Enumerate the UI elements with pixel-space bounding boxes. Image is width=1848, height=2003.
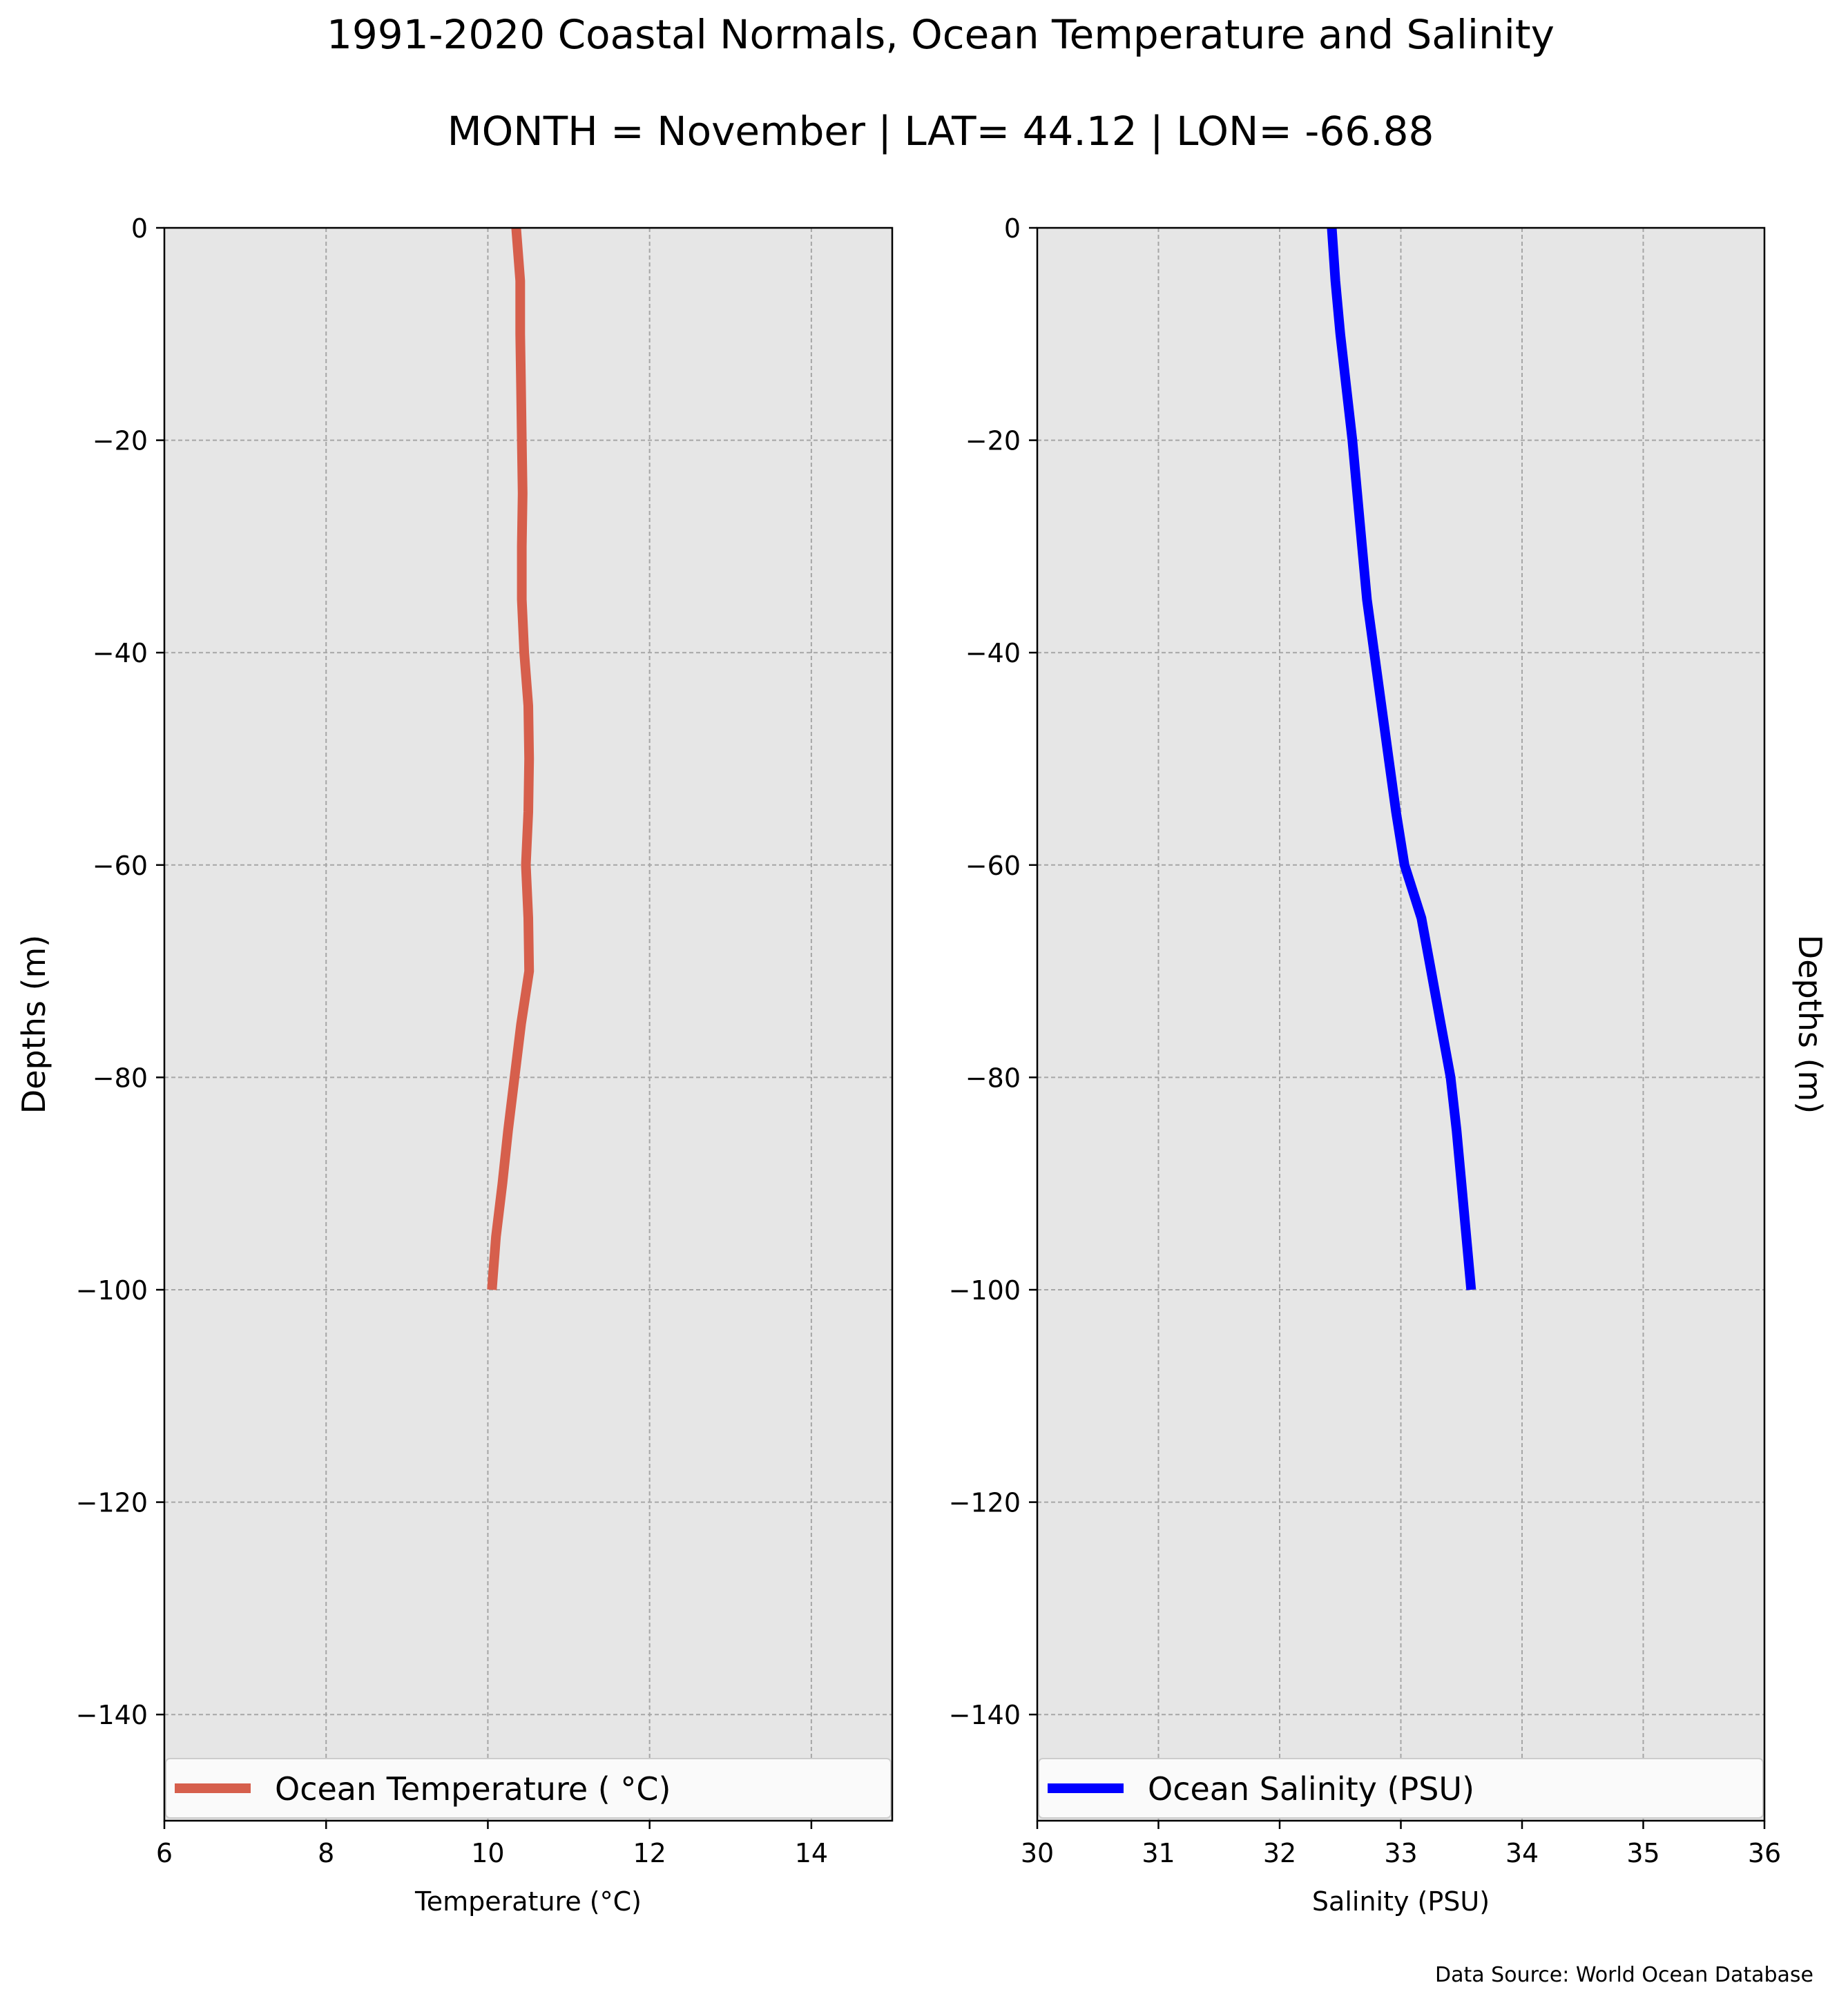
salinity-y-tick-label: −100 xyxy=(949,1275,1021,1306)
salinity-x-tick-label: 36 xyxy=(1748,1838,1781,1868)
temperature-y-tick-label: −80 xyxy=(93,1063,148,1093)
chart-subtitle: MONTH = November | LAT= 44.12 | LON= -66… xyxy=(447,108,1434,155)
temperature-x-axis-label: Temperature (°C) xyxy=(414,1886,642,1917)
salinity-x-tick-label: 30 xyxy=(1021,1838,1054,1868)
salinity-y-tick-label: −60 xyxy=(965,851,1021,881)
temperature-y-tick-label: −60 xyxy=(93,851,148,881)
temperature-x-tick-label: 10 xyxy=(471,1838,504,1868)
chart-title: 1991-2020 Coastal Normals, Ocean Tempera… xyxy=(327,11,1555,58)
temperature-y-tick-label: −100 xyxy=(76,1275,148,1306)
salinity-y-tick-label: −140 xyxy=(949,1700,1021,1730)
salinity-y-tick-label: −80 xyxy=(965,1063,1021,1093)
salinity-legend-box xyxy=(1038,1758,1764,1819)
salinity-y-tick-label: −120 xyxy=(949,1488,1021,1518)
temperature-panel: Ocean Temperature ( °C) 6 8 10 12 14 0 −20 −40 −6… xyxy=(15,213,894,1917)
salinity-x-tick-label: 35 xyxy=(1626,1838,1659,1868)
salinity-panel: Ocean Salinity (PSU) 30 31 32 33 34 35 36 0 −20 −4… xyxy=(949,213,1829,1917)
temperature-x-tick-label: 6 xyxy=(156,1838,173,1868)
temperature-plot-area xyxy=(164,228,892,1821)
salinity-y-tick-label: −40 xyxy=(965,638,1021,668)
data-source-note: Data Source: World Ocean Database xyxy=(1435,1963,1813,1987)
temperature-y-tick-label: −120 xyxy=(76,1488,148,1518)
temperature-y-tick-label: 0 xyxy=(131,213,148,244)
temperature-legend-box xyxy=(165,1758,892,1819)
salinity-x-tick-label: 34 xyxy=(1505,1838,1539,1868)
salinity-y-axis-label: Depths (m) xyxy=(1791,935,1829,1114)
salinity-x-tick-label: 33 xyxy=(1384,1838,1417,1868)
temperature-x-tick-label: 8 xyxy=(318,1838,334,1868)
temperature-y-tick-label: −140 xyxy=(76,1700,148,1730)
temperature-y-tick-label: −20 xyxy=(93,426,148,456)
temperature-x-tick-label: 12 xyxy=(633,1838,666,1868)
salinity-x-axis-label: Salinity (PSU) xyxy=(1312,1886,1490,1917)
salinity-legend-label: Ocean Salinity (PSU) xyxy=(1148,1770,1474,1808)
salinity-y-tick-label: 0 xyxy=(1004,213,1021,244)
salinity-y-tick-label: −20 xyxy=(965,426,1021,456)
temperature-series-line xyxy=(487,227,535,1290)
temperature-y-axis-label: Depths (m) xyxy=(15,935,52,1114)
temperature-legend-label: Ocean Temperature ( °C) xyxy=(275,1770,671,1808)
temperature-axes-frame xyxy=(163,226,894,1822)
temperature-x-tick-label: 14 xyxy=(795,1838,828,1868)
salinity-x-tick-label: 32 xyxy=(1263,1838,1296,1868)
temperature-y-tick-label: −40 xyxy=(93,638,148,668)
salinity-x-tick-label: 31 xyxy=(1142,1838,1175,1868)
salinity-series-line xyxy=(1327,227,1476,1290)
